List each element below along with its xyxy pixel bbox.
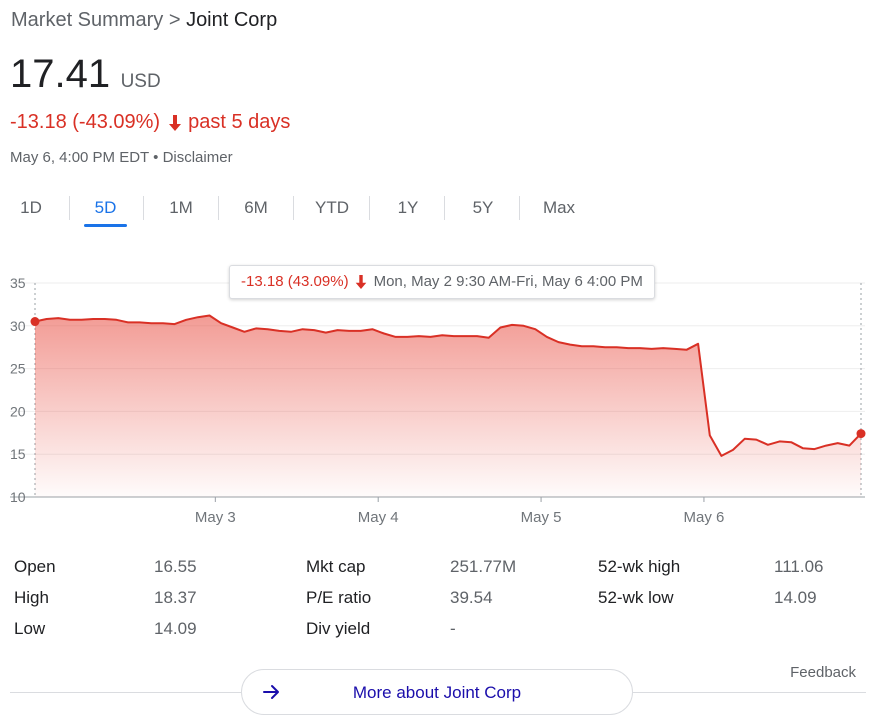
- y-tick-label: 15: [10, 446, 26, 462]
- tab-divider: [143, 196, 144, 220]
- tab-max[interactable]: Max: [542, 198, 576, 217]
- stat-open-label: Open: [14, 557, 56, 576]
- y-tick-label: 30: [10, 318, 26, 334]
- y-axis: 10 15 20 25 30 35: [10, 275, 26, 505]
- breadcrumb-current: Joint Corp: [186, 9, 278, 31]
- breadcrumb-parent[interactable]: Market Summary: [11, 9, 164, 31]
- arrow-down-icon: [169, 114, 182, 131]
- tab-ytd[interactable]: YTD: [315, 198, 349, 217]
- stat-52wk-high-label: 52-wk high: [598, 557, 681, 576]
- price-chart[interactable]: 10 15 20 25 30 35 May 3 May 4 May 5 May 6: [0, 262, 876, 532]
- tab-divider: [444, 196, 445, 220]
- stat-52wk-low-value: 14.09: [774, 588, 817, 607]
- currency: USD: [120, 71, 161, 92]
- feedback-link[interactable]: Feedback: [790, 664, 856, 681]
- x-axis: May 3 May 4 May 5 May 6: [195, 497, 724, 526]
- tab-divider: [293, 196, 294, 220]
- stat-low-value: 14.09: [154, 619, 197, 638]
- arrow-down-icon: [355, 275, 366, 289]
- breadcrumb: Market Summary > Joint Corp: [11, 9, 277, 32]
- stat-pe-value: 39.54: [450, 588, 493, 607]
- tab-divider: [218, 196, 219, 220]
- tab-5d[interactable]: 5D: [84, 188, 127, 228]
- stat-pe-label: P/E ratio: [306, 588, 372, 607]
- price-change: -13.18 (-43.09%) past 5 days: [10, 111, 290, 134]
- more-about-button[interactable]: More about Joint Corp: [241, 669, 633, 715]
- stat-low-label: Low: [14, 619, 46, 638]
- more-about-label: More about Joint Corp: [352, 683, 522, 702]
- stat-52wk-low-label: 52-wk low: [598, 588, 674, 607]
- tab-divider: [369, 196, 370, 220]
- change-period: past 5 days: [188, 111, 291, 133]
- y-tick-label: 20: [10, 403, 26, 419]
- arrow-right-icon: [263, 685, 279, 699]
- stat-divyield-value: -: [450, 619, 456, 638]
- stat-divyield-label: Div yield: [306, 619, 371, 638]
- y-tick-label: 25: [10, 361, 26, 377]
- disclaimer-link[interactable]: Disclaimer: [162, 149, 233, 166]
- stat-open-value: 16.55: [154, 557, 197, 576]
- current-price: 17.41: [10, 52, 111, 96]
- quote-timestamp: May 6, 4:00 PM EDT: [10, 149, 149, 166]
- y-tick-label: 35: [10, 275, 26, 291]
- stat-high-label: High: [14, 588, 49, 607]
- price-line: [34, 314, 862, 457]
- tab-1d[interactable]: 1D: [20, 198, 42, 217]
- tab-1m[interactable]: 1M: [169, 198, 193, 217]
- quote-meta: May 6, 4:00 PM EDT • Disclaimer: [10, 149, 233, 166]
- tooltip-range: Mon, May 2 9:30 AM-Fri, May 6 4:00 PM: [373, 273, 643, 290]
- stat-mktcap-label: Mkt cap: [306, 557, 366, 576]
- x-tick-label: May 6: [684, 509, 725, 526]
- tooltip-change: -13.18 (43.09%): [241, 273, 349, 290]
- tab-divider: [69, 196, 70, 220]
- change-value: -13.18 (-43.09%): [10, 111, 161, 133]
- tab-5y[interactable]: 5Y: [472, 198, 494, 217]
- stat-high-value: 18.37: [154, 588, 197, 607]
- breadcrumb-separator: >: [168, 9, 181, 31]
- meta-bullet: •: [153, 149, 159, 166]
- x-tick-label: May 4: [358, 509, 399, 526]
- price-area: [35, 315, 861, 497]
- y-tick-label: 10: [10, 489, 26, 505]
- end-point: [856, 429, 866, 439]
- x-tick-label: May 5: [521, 509, 562, 526]
- tab-1y[interactable]: 1Y: [397, 198, 419, 217]
- tab-divider: [519, 196, 520, 220]
- price-row: 17.41 USD: [10, 52, 161, 97]
- tab-6m[interactable]: 6M: [244, 198, 268, 217]
- range-tabs: 1D 5D 1M 6M YTD 1Y 5Y Max: [0, 188, 600, 228]
- stat-52wk-high-value: 111.06: [774, 557, 824, 576]
- stat-mktcap-value: 251.77M: [450, 557, 517, 576]
- start-point: [30, 317, 40, 327]
- chart-tooltip: -13.18 (43.09%) Mon, May 2 9:30 AM-Fri, …: [229, 265, 655, 299]
- x-tick-label: May 3: [195, 509, 236, 526]
